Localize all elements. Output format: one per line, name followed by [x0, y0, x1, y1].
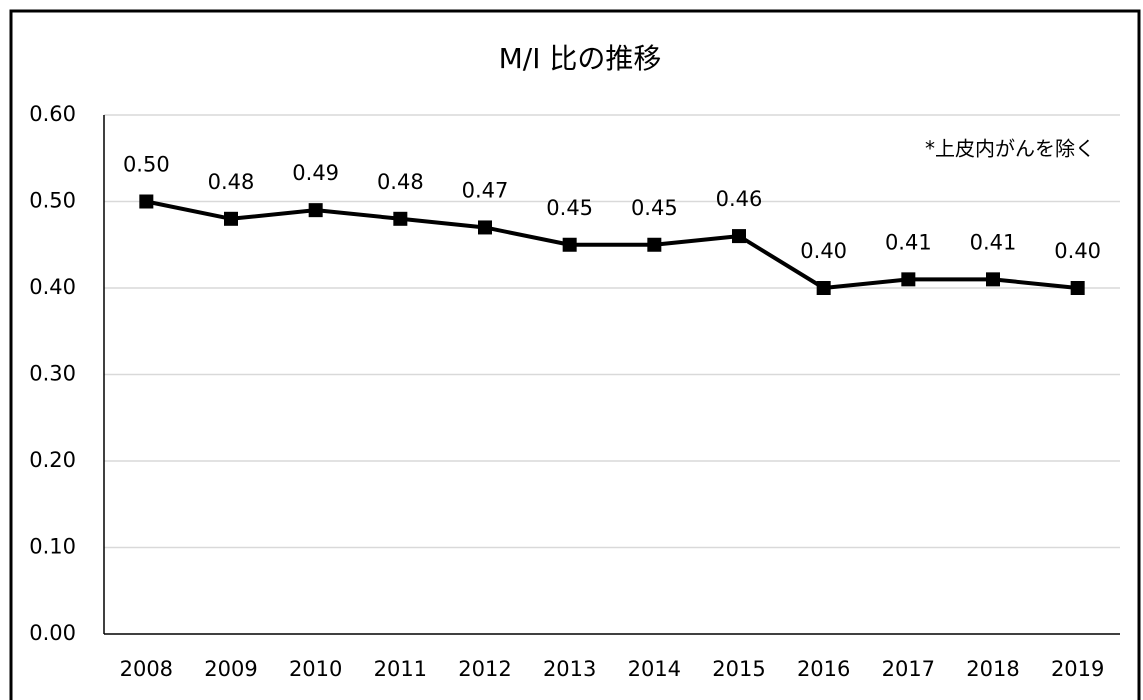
data-label: 0.46	[716, 187, 763, 211]
annotation: *上皮内がんを除く	[925, 137, 1095, 161]
data-label: 0.50	[123, 153, 170, 177]
x-tick-label: 2010	[289, 657, 342, 681]
marker	[732, 229, 746, 244]
marker	[986, 272, 1000, 287]
data-label: 0.45	[546, 196, 593, 220]
y-tick-label: 0.00	[29, 621, 76, 645]
data-label: 0.40	[800, 239, 847, 263]
marker	[308, 203, 323, 218]
marker	[1070, 281, 1085, 295]
marker	[562, 237, 577, 252]
x-tick-label: 2011	[374, 657, 427, 681]
data-line	[145, 199, 1078, 290]
x-tick-label: 2019	[1051, 657, 1104, 681]
data-label: 0.47	[462, 178, 509, 202]
y-tick-label: 0.40	[29, 275, 76, 299]
marker	[139, 194, 154, 209]
data-label: 0.48	[208, 170, 255, 194]
marker	[478, 220, 492, 235]
data-label: 0.48	[377, 170, 424, 194]
data-label: 0.49	[292, 161, 339, 185]
data-label: 0.41	[885, 230, 932, 254]
y-tick-label: 0.50	[29, 189, 76, 213]
chart-frame	[9, 9, 1141, 700]
marker	[224, 211, 238, 226]
x-tick-label: 2018	[966, 657, 1019, 681]
data-label: 0.41	[970, 230, 1017, 254]
x-tick-label: 2009	[204, 657, 257, 681]
x-tick-label: 2016	[797, 657, 850, 681]
marker	[901, 272, 916, 287]
y-tick-label: 0.60	[29, 102, 76, 126]
y-tick-label: 0.20	[29, 448, 76, 472]
marker	[816, 281, 831, 295]
data-label: 0.40	[1054, 239, 1101, 263]
x-tick-label: 2015	[712, 657, 765, 681]
chart-title: M/I 比の推移	[499, 42, 662, 75]
data-label: 0.45	[631, 196, 678, 220]
x-tick-label: 2013	[543, 657, 596, 681]
y-tick-label: 0.10	[29, 535, 76, 559]
x-tick-label: 2017	[882, 657, 935, 681]
marker	[393, 211, 408, 226]
y-tick-label: 0.30	[29, 362, 76, 386]
marker	[647, 237, 662, 252]
x-tick-label: 2014	[628, 657, 681, 681]
x-tick-label: 2012	[458, 657, 511, 681]
x-tick-label: 2008	[120, 657, 173, 681]
